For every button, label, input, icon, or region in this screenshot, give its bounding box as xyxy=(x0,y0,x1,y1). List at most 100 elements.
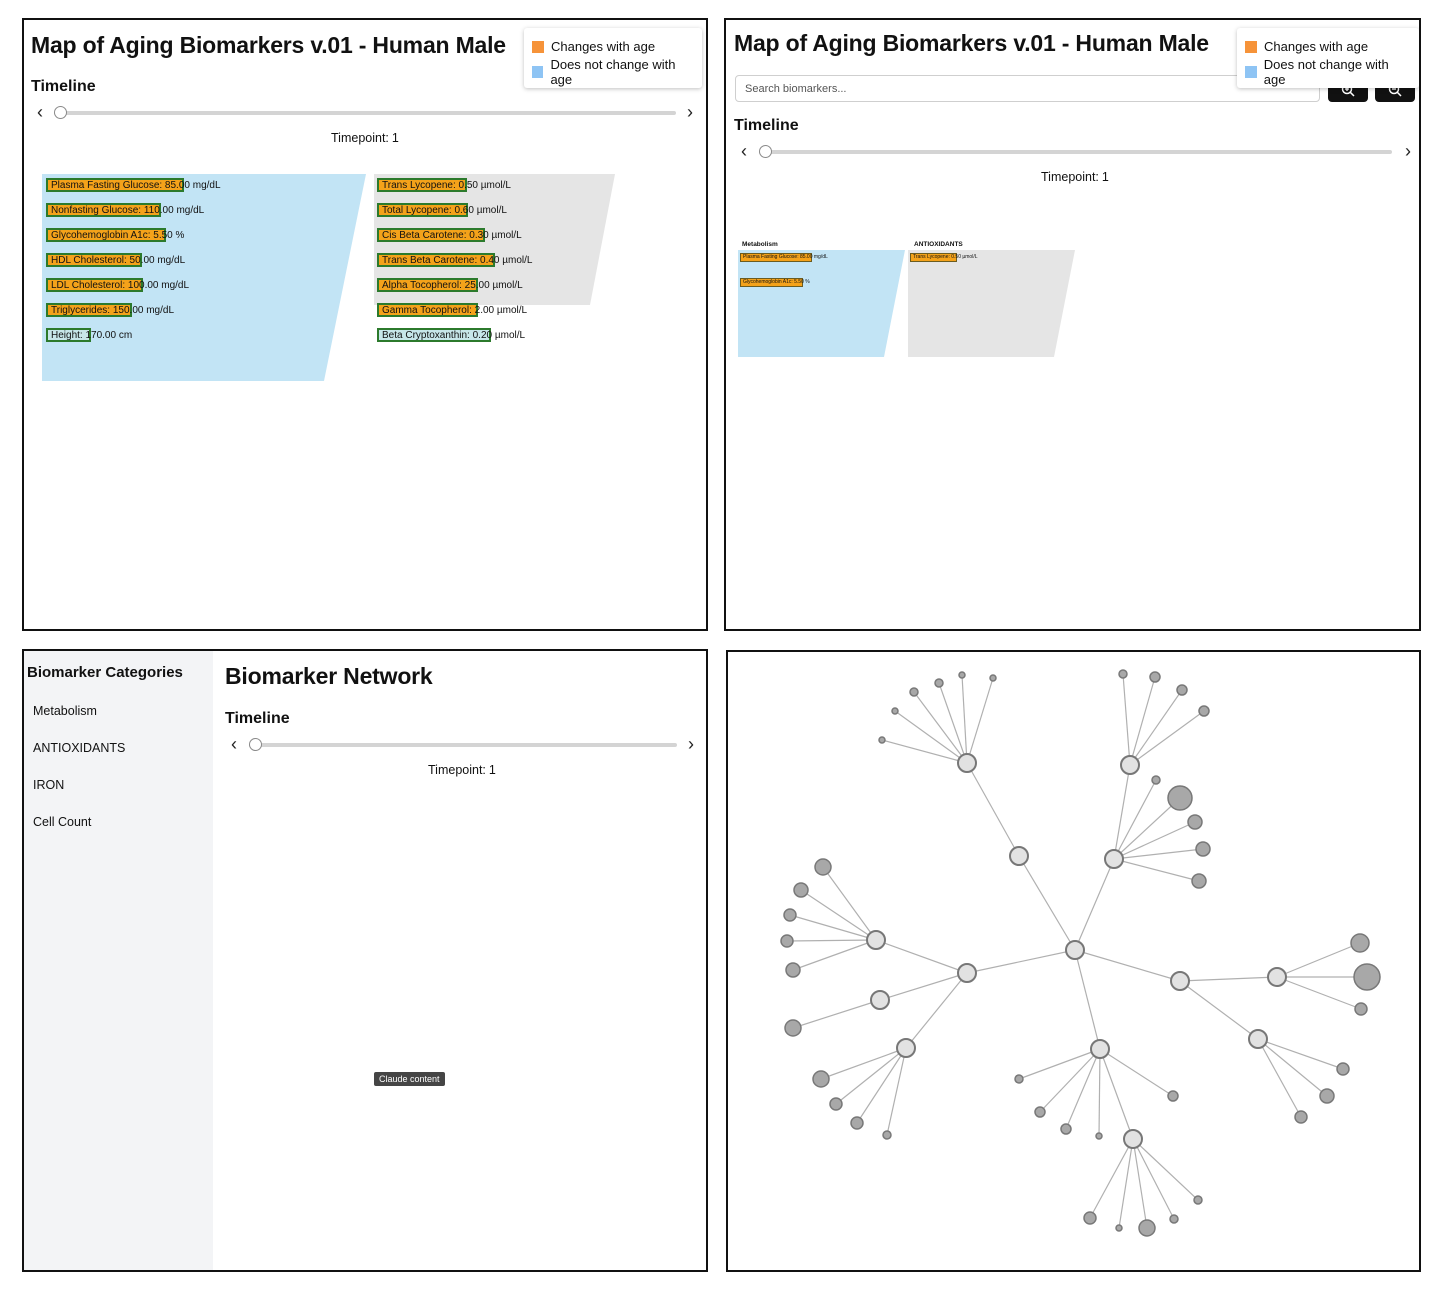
hub-node[interactable] xyxy=(1123,1129,1143,1149)
biomarker-item[interactable]: Glycohemoglobin A1c: 5.50 % xyxy=(740,278,810,287)
leaf-node[interactable] xyxy=(1083,1211,1097,1225)
sidebar-item-cell-count[interactable]: Cell Count xyxy=(33,815,92,829)
leaf-node[interactable] xyxy=(1167,785,1193,811)
leaf-node[interactable] xyxy=(793,882,809,898)
leaf-node[interactable] xyxy=(1195,841,1211,857)
hub-node[interactable] xyxy=(870,990,890,1010)
leaf-node[interactable] xyxy=(1138,1219,1156,1237)
biomarker-item[interactable]: Plasma Fasting Glucose: 85.00 mg/dL xyxy=(740,253,828,262)
leaf-node[interactable] xyxy=(1095,1132,1103,1140)
leaf-node[interactable] xyxy=(1151,775,1161,785)
antioxidants-category-shape xyxy=(908,250,1075,357)
slider-thumb[interactable] xyxy=(54,106,67,119)
sidebar-item-iron[interactable]: IRON xyxy=(33,778,65,792)
timeline-slider[interactable] xyxy=(54,106,676,120)
hub-node[interactable] xyxy=(1248,1029,1268,1049)
leaf-node[interactable] xyxy=(958,671,966,679)
leaf-node[interactable] xyxy=(1060,1123,1072,1135)
leaf-node[interactable] xyxy=(1149,671,1161,683)
leaf-node[interactable] xyxy=(1294,1110,1308,1124)
blue-swatch-icon xyxy=(1245,65,1257,78)
leaf-node[interactable] xyxy=(850,1116,864,1130)
slider-thumb[interactable] xyxy=(759,145,772,158)
biomarker-item[interactable]: Glycohemoglobin A1c: 5.50 % xyxy=(46,228,184,244)
hub-node[interactable] xyxy=(896,1038,916,1058)
leaf-node[interactable] xyxy=(989,674,997,682)
timeline-slider[interactable] xyxy=(759,145,1392,159)
leaf-node[interactable] xyxy=(909,687,919,697)
network-edge xyxy=(1099,1048,1174,1097)
leaf-node[interactable] xyxy=(784,1019,802,1037)
leaf-node[interactable] xyxy=(785,962,801,978)
leaf-node[interactable] xyxy=(882,1130,892,1140)
hub-node[interactable] xyxy=(957,963,977,983)
hub-node[interactable] xyxy=(1009,846,1029,866)
chevron-right-icon[interactable]: › xyxy=(687,102,693,122)
leaf-node[interactable] xyxy=(1118,669,1128,679)
leaf-node[interactable] xyxy=(1176,684,1188,696)
leaf-node[interactable] xyxy=(1014,1074,1024,1084)
leaf-node[interactable] xyxy=(1193,1195,1203,1205)
leaf-node[interactable] xyxy=(934,678,944,688)
biomarker-item[interactable]: Beta Cryptoxanthin: 0.20 µmol/L xyxy=(377,328,525,344)
leaf-node[interactable] xyxy=(812,1070,830,1088)
leaf-node[interactable] xyxy=(783,908,797,922)
chevron-left-icon[interactable]: ‹ xyxy=(741,141,747,161)
timeline-slider[interactable] xyxy=(249,738,677,752)
biomarker-item[interactable]: Cis Beta Carotene: 0.30 µmol/L xyxy=(377,228,522,244)
biomarker-item[interactable]: Plasma Fasting Glucose: 85.00 mg/dL xyxy=(46,178,221,194)
hub-node[interactable] xyxy=(957,753,977,773)
biomarker-item[interactable]: Gamma Tocopherol: 2.00 µmol/L xyxy=(377,303,527,319)
biomarker-item[interactable]: LDL Cholesterol: 100.00 mg/dL xyxy=(46,278,189,294)
network-edge xyxy=(913,691,968,764)
leaf-node[interactable] xyxy=(780,934,794,948)
biomarker-item[interactable]: Triglycerides: 150.00 mg/dL xyxy=(46,303,174,319)
hub-node[interactable] xyxy=(1090,1039,1110,1059)
leaf-node[interactable] xyxy=(1167,1090,1179,1102)
network-edge xyxy=(822,866,877,941)
sidebar-item-metabolism[interactable]: Metabolism xyxy=(33,704,97,718)
biomarker-bar xyxy=(377,278,478,292)
biomarker-bar xyxy=(377,178,467,192)
leaf-node[interactable] xyxy=(1169,1214,1179,1224)
leaf-node[interactable] xyxy=(1354,1002,1368,1016)
hub-node[interactable] xyxy=(1120,755,1140,775)
biomarker-item[interactable]: Alpha Tocopherol: 25.00 µmol/L xyxy=(377,278,523,294)
biomarker-item[interactable]: Nonfasting Glucose: 110.00 mg/dL xyxy=(46,203,204,219)
biomarker-item[interactable]: Trans Beta Carotene: 0.40 µmol/L xyxy=(377,253,532,269)
leaf-node[interactable] xyxy=(1191,873,1207,889)
hub-node[interactable] xyxy=(1065,940,1085,960)
leaf-node[interactable] xyxy=(829,1097,843,1111)
biomarker-item[interactable]: HDL Cholesterol: 50.00 mg/dL xyxy=(46,253,185,269)
leaf-node[interactable] xyxy=(1353,963,1381,991)
chevron-right-icon[interactable]: › xyxy=(688,734,694,754)
network-edge xyxy=(792,999,881,1029)
chevron-left-icon[interactable]: ‹ xyxy=(37,102,43,122)
biomarker-item[interactable]: Total Lycopene: 0.60 µmol/L xyxy=(377,203,507,219)
leaf-node[interactable] xyxy=(1034,1106,1046,1118)
hub-node[interactable] xyxy=(1170,971,1190,991)
hub-node[interactable] xyxy=(1267,967,1287,987)
leaf-node[interactable] xyxy=(878,736,886,744)
network-graph[interactable] xyxy=(728,652,1419,1270)
leaf-node[interactable] xyxy=(1115,1224,1123,1232)
biomarker-item[interactable]: Height: 170.00 cm xyxy=(46,328,132,344)
timeline-heading: Timeline xyxy=(31,78,96,95)
slider-thumb[interactable] xyxy=(249,738,262,751)
leaf-node[interactable] xyxy=(891,707,899,715)
hub-node[interactable] xyxy=(866,930,886,950)
biomarker-label: HDL Cholesterol: 50.00 mg/dL xyxy=(51,255,186,266)
leaf-node[interactable] xyxy=(1350,933,1370,953)
leaf-node[interactable] xyxy=(1187,814,1203,830)
leaf-node[interactable] xyxy=(814,858,832,876)
chevron-right-icon[interactable]: › xyxy=(1405,141,1411,161)
biomarker-item[interactable]: Trans Lycopene: 0.50 µmol/L xyxy=(910,253,978,262)
chevron-left-icon[interactable]: ‹ xyxy=(231,734,237,754)
sidebar-item-antioxidants[interactable]: ANTIOXIDANTS xyxy=(33,741,126,755)
search-input[interactable]: Search biomarkers... xyxy=(735,75,1320,102)
hub-node[interactable] xyxy=(1104,849,1124,869)
biomarker-item[interactable]: Trans Lycopene: 0.50 µmol/L xyxy=(377,178,511,194)
leaf-node[interactable] xyxy=(1336,1062,1350,1076)
leaf-node[interactable] xyxy=(1319,1088,1335,1104)
leaf-node[interactable] xyxy=(1198,705,1210,717)
